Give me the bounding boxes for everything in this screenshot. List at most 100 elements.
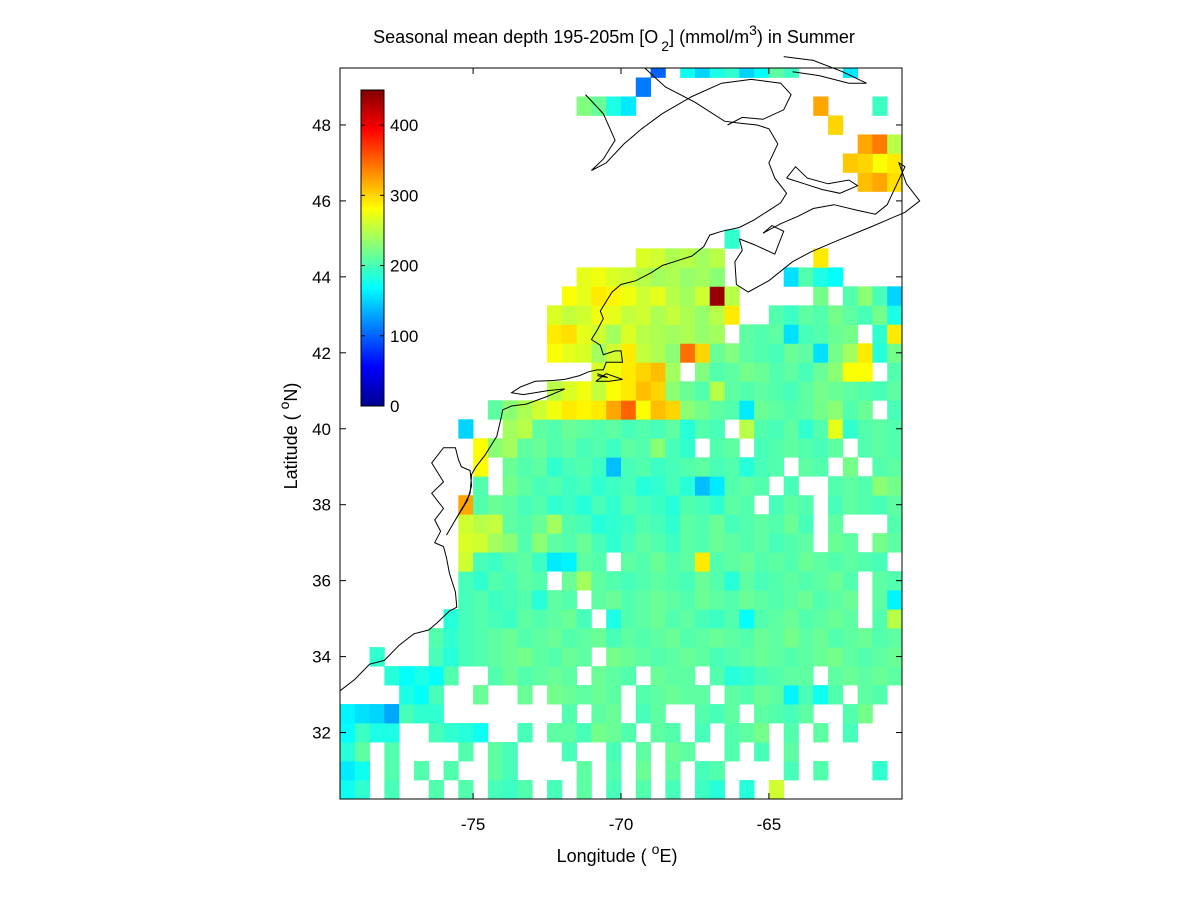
grid-cell [635, 248, 651, 268]
grid-cell [680, 628, 696, 648]
grid-cell [650, 552, 666, 572]
grid-cell [813, 362, 829, 382]
grid-cell [635, 704, 651, 724]
grid-cell [561, 647, 578, 667]
grid-cell [798, 324, 814, 344]
grid-cell [783, 742, 799, 762]
grid-cell [473, 571, 489, 591]
grid-cell [724, 571, 740, 591]
grid-cell [502, 533, 518, 553]
grid-cell [473, 723, 489, 743]
grid-cell [857, 343, 873, 363]
grid-cell [798, 343, 814, 363]
grid-cell [428, 628, 444, 648]
grid-cell [709, 305, 725, 325]
grid-cell [694, 286, 711, 306]
grid-cell [828, 609, 844, 629]
grid-cell [606, 286, 622, 306]
grid-cell [635, 438, 651, 458]
grid-cell [458, 742, 474, 762]
grid-cell [887, 609, 903, 629]
grid-cell [783, 685, 799, 705]
grid-cell [680, 495, 696, 515]
grid-cell [724, 229, 740, 249]
grid-cell [650, 438, 666, 458]
grid-cell [709, 362, 725, 382]
grid-cell [650, 514, 666, 534]
grid-cell [547, 305, 563, 325]
grid-cell [680, 666, 696, 686]
grid-cell [502, 552, 518, 572]
grid-cell [621, 362, 637, 382]
grid-cell [502, 742, 518, 762]
grid-cell [768, 609, 785, 629]
grid-cell [517, 780, 533, 800]
grid-cell [443, 723, 459, 743]
grid-cell [473, 609, 489, 629]
colorbar-tick-label: 0 [390, 397, 399, 416]
grid-cell [887, 628, 903, 648]
grid-cell [606, 666, 622, 686]
grid-cell [458, 628, 474, 648]
grid-cell [828, 552, 844, 572]
grid-cell [591, 514, 607, 534]
grid-cell [828, 590, 844, 610]
grid-cell [872, 324, 888, 344]
grid-cell [428, 704, 444, 724]
grid-cell [576, 780, 592, 800]
grid-cell [399, 666, 415, 686]
grid-cell [813, 286, 829, 306]
grid-cell [650, 685, 666, 705]
grid-cell [606, 96, 622, 116]
grid-cell [547, 381, 563, 401]
grid-cell [665, 761, 681, 781]
grid-cell [591, 571, 607, 591]
grid-cell [842, 324, 859, 344]
grid-cell [813, 647, 829, 667]
grid-cell [739, 590, 755, 610]
grid-cell [739, 495, 755, 515]
grid-cell [428, 647, 444, 667]
grid-cell [547, 590, 563, 610]
grid-cell [783, 419, 799, 439]
grid-cell [591, 666, 607, 686]
grid-cell [665, 666, 681, 686]
grid-cell [754, 324, 770, 344]
grid-cell [754, 476, 770, 496]
grid-cell [694, 362, 711, 382]
grid-cell [517, 609, 533, 629]
grid-cell [591, 400, 607, 420]
coastline [783, 56, 867, 84]
grid-cell [739, 324, 755, 344]
grid-cell [665, 571, 681, 591]
grid-cell [783, 495, 799, 515]
grid-cell [694, 590, 711, 610]
grid-cell [621, 381, 637, 401]
grid-cell [813, 381, 829, 401]
grid-cell [665, 305, 681, 325]
grid-cell [680, 343, 696, 363]
grid-cell [709, 609, 725, 629]
grid-cell [709, 780, 725, 800]
grid-cell [576, 457, 592, 477]
grid-cell [606, 343, 622, 363]
grid-cell [547, 419, 563, 439]
grid-cell [635, 533, 651, 553]
grid-cell [547, 666, 563, 686]
grid-cell [828, 514, 844, 534]
grid-cell [754, 704, 770, 724]
grid-cell [443, 628, 459, 648]
coastline [585, 78, 792, 171]
grid-cell [606, 609, 622, 629]
grid-cell [857, 381, 873, 401]
grid-cell [842, 343, 859, 363]
grid-cell [872, 457, 888, 477]
grid-cell [724, 552, 740, 572]
grid-cell [502, 590, 518, 610]
grid-cell [828, 438, 844, 458]
grid-cell [591, 552, 607, 572]
grid-cell [487, 666, 504, 686]
grid-cell [724, 362, 740, 382]
grid-cell [487, 400, 504, 420]
grid-cell [842, 666, 859, 686]
